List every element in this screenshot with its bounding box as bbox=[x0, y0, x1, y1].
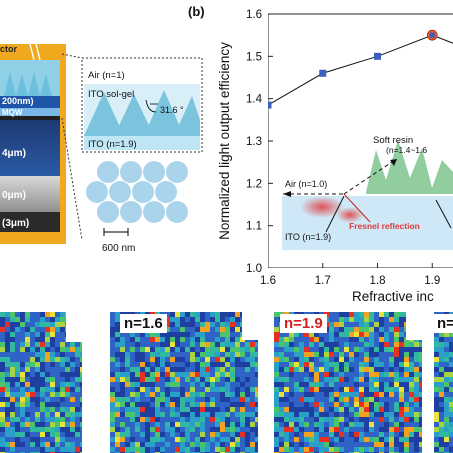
inset-soft-resin: Soft resin bbox=[373, 135, 413, 146]
map-label-n-partial: n= bbox=[434, 314, 453, 333]
sol-gel-cones-small bbox=[4, 72, 52, 96]
intensity-map bbox=[0, 312, 82, 453]
inset-ito: ITO (n=1.9) bbox=[285, 232, 331, 242]
panel-letter-b: (b) bbox=[188, 4, 205, 19]
series-line bbox=[268, 34, 453, 106]
zoom-line-top bbox=[61, 53, 83, 59]
sol-gel-cones bbox=[84, 90, 200, 136]
scale-label: 600 nm bbox=[102, 243, 135, 254]
y-tick-label: 1.5 bbox=[246, 51, 262, 63]
intensity-map bbox=[434, 312, 453, 453]
intensity-map bbox=[110, 312, 258, 453]
inset-air: Air (n=1.0) bbox=[285, 179, 327, 189]
sol-gel-inset: Air (n=1) ITO sol-gel 31.6 ° ITO (n=1.9) bbox=[81, 57, 203, 153]
hex-pattern bbox=[86, 161, 188, 223]
layer-label-sapphire: (3μm) bbox=[2, 218, 29, 229]
y-axis-label: Normalized light output efficiency bbox=[217, 42, 232, 240]
map-label-n1-9: n=1.9 bbox=[280, 314, 327, 333]
inset-air-label: Air (n=1) bbox=[88, 70, 125, 81]
series-points bbox=[268, 29, 438, 109]
scale-bar: 600 nm bbox=[102, 228, 135, 254]
x-tick-label: 1.6 bbox=[260, 275, 276, 287]
axes bbox=[268, 13, 453, 268]
inset-resin-index: (n=1.4~1.6 bbox=[386, 145, 427, 155]
intensity-maps bbox=[0, 312, 453, 453]
y-tick-label: 1.2 bbox=[246, 178, 262, 190]
inset-ito-label: ITO (n=1.9) bbox=[88, 139, 137, 150]
x-tick-label: 1.7 bbox=[315, 275, 331, 287]
zoom-line-bottom bbox=[61, 117, 83, 241]
data-point bbox=[319, 69, 327, 77]
data-point bbox=[374, 52, 381, 60]
map-label-n1-6: n=1.6 bbox=[120, 314, 167, 333]
y-tick-label: 1.4 bbox=[246, 94, 263, 106]
chart: Soft resin (n=1.4~1.6 Air (n=1.0) Fresne… bbox=[268, 13, 453, 268]
fresnel-inset: Soft resin (n=1.4~1.6 Air (n=1.0) Fresne… bbox=[282, 135, 453, 250]
y-tick-labels: 1.0 1.1 1.2 1.3 1.4 1.5 1.6 bbox=[246, 9, 263, 275]
layer-label-mqw: MQW bbox=[2, 108, 23, 117]
layer-label-ito: 200nm) bbox=[2, 96, 34, 106]
intensity-map bbox=[274, 312, 422, 453]
tick-marks bbox=[268, 13, 433, 268]
data-point-marker bbox=[429, 32, 435, 38]
y-tick-label: 1.1 bbox=[246, 221, 262, 233]
data-point bbox=[268, 101, 272, 109]
layer-label-ngan: 0μm) bbox=[2, 190, 26, 201]
inset-fresnel: Fresnel reflection bbox=[349, 221, 420, 231]
x-tick-label: 1.9 bbox=[424, 275, 440, 287]
y-tick-label: 1.0 bbox=[246, 263, 262, 275]
x-tick-labels: 1.6 1.7 1.8 1.9 bbox=[260, 275, 440, 287]
resin-cones bbox=[366, 140, 453, 194]
y-tick-label: 1.6 bbox=[246, 9, 262, 21]
layer-label-pgan: 4μm) bbox=[2, 148, 26, 159]
x-tick-label: 1.8 bbox=[370, 275, 386, 287]
y-tick-label: 1.3 bbox=[246, 136, 262, 148]
device-label: ctor bbox=[0, 44, 18, 54]
inset-angle-label: 31.6 ° bbox=[160, 105, 184, 115]
x-axis-label: Refractive inc bbox=[352, 289, 434, 304]
inset-solgel-label: ITO sol-gel bbox=[88, 89, 134, 100]
device-stack: ctor 200nm) MQW 4μm) 0μm) (3μm) bbox=[0, 43, 66, 244]
